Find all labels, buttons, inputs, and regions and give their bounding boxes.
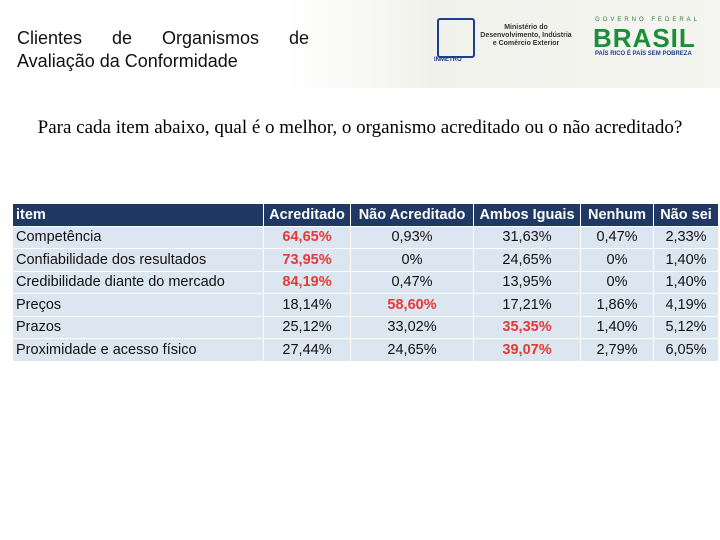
cell: 5,12%: [653, 315, 719, 339]
row-label: Preços: [12, 293, 264, 317]
cell: 73,95%: [263, 248, 351, 272]
results-table: item Acreditado Não Acreditado Ambos Igu…: [12, 203, 719, 362]
cell: 24,65%: [350, 338, 474, 362]
ministry-line: Desenvolvimento, Indústria: [480, 32, 572, 39]
slide-title: Clientes de Organismos de Avaliação da C…: [17, 27, 309, 73]
table-row: Preços 18,14% 58,60% 17,21% 1,86% 4,19%: [12, 293, 719, 317]
cell: 31,63%: [473, 225, 581, 249]
cell: 39,07%: [473, 338, 581, 362]
table-row: Prazos 25,12% 33,02% 35,35% 1,40% 5,12%: [12, 315, 719, 339]
ministry-line: e Comércio Exterior: [492, 40, 560, 47]
cell: 1,86%: [580, 293, 654, 317]
slogan: PAÍS RICO É PAÍS SEM POBREZA: [595, 51, 692, 57]
cell: 33,02%: [350, 315, 474, 339]
cell: 2,33%: [653, 225, 719, 249]
cell: 58,60%: [350, 293, 474, 317]
row-label: Confiabilidade dos resultados: [12, 248, 264, 272]
cell: 35,35%: [473, 315, 581, 339]
cell: 0,93%: [350, 225, 474, 249]
ministry-logo: Ministério do Desenvolvimento, Indústria…: [476, 24, 576, 48]
table-row: Confiabilidade dos resultados 73,95% 0% 24,…: [12, 248, 719, 272]
cell: 0%: [580, 248, 654, 272]
brasil-logo: BRASIL: [593, 23, 696, 53]
column-header: Não sei: [653, 203, 719, 227]
cell: 24,65%: [473, 248, 581, 272]
cell: 6,05%: [653, 338, 719, 362]
cell: 0,47%: [350, 270, 474, 294]
cell: 84,19%: [263, 270, 351, 294]
cell: 25,12%: [263, 315, 351, 339]
cell: 4,19%: [653, 293, 719, 317]
table-row: Credibilidade diante do mercado 84,19% 0,4…: [12, 270, 719, 294]
row-label: Competência: [12, 225, 264, 249]
cell: 0%: [580, 270, 654, 294]
row-label: Proximidade e acesso físico: [12, 338, 264, 362]
title-line: Avaliação da Conformidade: [17, 51, 238, 71]
cell: 17,21%: [473, 293, 581, 317]
header-band: [0, 0, 720, 88]
inmetro-logo: [437, 18, 475, 58]
column-header: Nenhum: [580, 203, 654, 227]
row-label: Prazos: [12, 315, 264, 339]
cell: 18,14%: [263, 293, 351, 317]
column-header: Acreditado: [263, 203, 351, 227]
column-header: Ambos Iguais: [473, 203, 581, 227]
cell: 0,47%: [580, 225, 654, 249]
ministry-line: Ministério do: [504, 24, 548, 31]
table-row: Competência 64,65% 0,93% 31,63% 0,47% 2,33%: [12, 225, 719, 249]
cell: 1,40%: [653, 270, 719, 294]
cell: 27,44%: [263, 338, 351, 362]
cell: 1,40%: [653, 248, 719, 272]
column-header: Não Acreditado: [350, 203, 474, 227]
cell: 1,40%: [580, 315, 654, 339]
cell: 64,65%: [263, 225, 351, 249]
column-header: item: [12, 203, 264, 227]
table-row: Proximidade e acesso físico 27,44% 24,65% 3…: [12, 338, 719, 362]
cell: 13,95%: [473, 270, 581, 294]
row-label: Credibilidade diante do mercado: [12, 270, 264, 294]
cell: 0%: [350, 248, 474, 272]
cell: 2,79%: [580, 338, 654, 362]
inmetro-text: INMETRO: [434, 57, 462, 63]
question: Para cada item abaixo, qual é o melhor, …: [37, 117, 683, 138]
gov-text: GOVERNO FEDERAL: [595, 17, 701, 23]
title-line: Clientes de Organismos de: [17, 28, 309, 48]
header-row: item Acreditado Não Acreditado Ambos Igu…: [12, 203, 719, 227]
